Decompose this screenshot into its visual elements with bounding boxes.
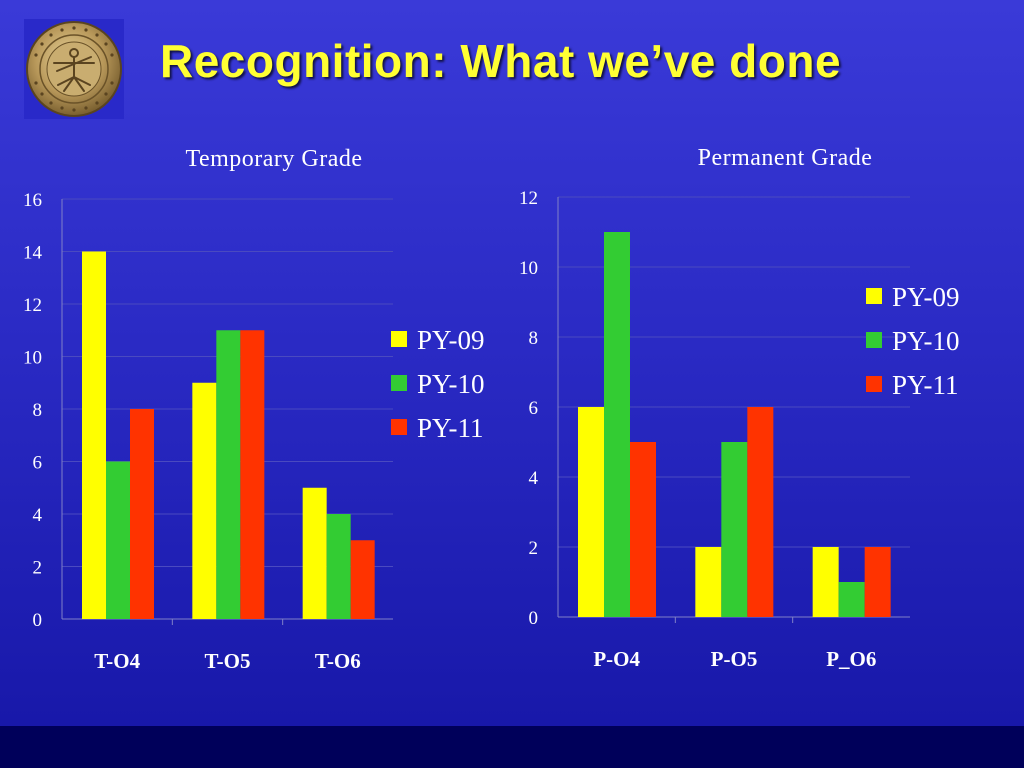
legend-swatch [391, 419, 407, 435]
legend-label: PY-11 [892, 370, 959, 400]
category-label: T-O6 [315, 649, 361, 673]
bar-py-09-t-o5 [192, 382, 217, 619]
bar-py-09-t-o6 [302, 487, 327, 619]
bar-py-10-p-o5 [721, 442, 748, 617]
seal-emblem-icon [26, 21, 122, 117]
bar-py-09-p_o6 [812, 547, 839, 617]
category-label: P-O5 [711, 647, 758, 671]
y-tick-label: 0 [33, 610, 43, 631]
bar-py-11-p-o5 [747, 407, 774, 617]
y-tick-label: 4 [33, 505, 43, 526]
category-label: P_O6 [826, 647, 876, 671]
y-tick-label: 0 [529, 608, 539, 629]
bar-py-10-t-o6 [326, 514, 351, 619]
bar-py-11-p-o4 [630, 442, 656, 617]
bar-py-11-t-o5 [240, 330, 265, 619]
y-tick-label: 2 [33, 558, 43, 579]
legend-swatch [866, 376, 882, 392]
y-tick-label: 8 [529, 328, 539, 349]
footer-band [0, 726, 1024, 768]
legend-label: PY-10 [417, 369, 485, 399]
y-tick-label: 12 [519, 188, 538, 209]
category-label: T-O5 [205, 649, 251, 673]
seal-logo [24, 19, 124, 119]
bar-py-11-t-o6 [350, 540, 375, 619]
legend-label: PY-09 [892, 282, 960, 312]
chart-title: Temporary Grade [185, 146, 362, 172]
bar-py-11-p_o6 [864, 547, 891, 617]
y-tick-label: 8 [33, 400, 43, 421]
bar-py-10-p-o4 [604, 232, 630, 617]
legend-label: PY-11 [417, 413, 484, 443]
bar-py-09-p-o5 [695, 547, 722, 617]
legend-swatch [391, 375, 407, 391]
chart-title: Permanent Grade [698, 145, 873, 171]
y-tick-label: 6 [33, 453, 43, 474]
y-tick-label: 12 [23, 295, 42, 316]
legend-label: PY-09 [417, 325, 485, 355]
bar-py-11-t-o4 [130, 409, 154, 619]
category-label: T-O4 [94, 649, 140, 673]
temporary-grade-chart: Temporary Grade 0 2 4 6 8 10 12 14 16 T-O4 T-O5 T-O6… [23, 146, 485, 673]
category-label: P-O4 [593, 647, 640, 671]
bar-py-09-t-o4 [82, 251, 106, 619]
y-tick-label: 4 [529, 468, 539, 489]
y-tick-label: 10 [23, 348, 42, 369]
y-tick-label: 2 [529, 538, 539, 559]
legend-swatch [866, 332, 882, 348]
bar-py-10-t-o4 [106, 461, 130, 619]
y-tick-label: 10 [519, 258, 538, 279]
y-tick-label: 6 [529, 398, 539, 419]
bar-py-09-p-o4 [578, 407, 604, 617]
legend-swatch [866, 288, 882, 304]
bar-py-10-t-o5 [216, 330, 241, 619]
y-tick-label: 14 [23, 243, 43, 264]
slide-title: Recognition: What we’ve done [160, 35, 842, 87]
legend-swatch [391, 331, 407, 347]
y-tick-label: 16 [23, 190, 42, 211]
permanent-grade-chart: Permanent Grade 0 2 4 6 8 10 12 P-O4 P-O5 P_O6 PY-0… [519, 145, 960, 671]
bar-py-10-p_o6 [838, 582, 865, 617]
legend-label: PY-10 [892, 326, 960, 356]
